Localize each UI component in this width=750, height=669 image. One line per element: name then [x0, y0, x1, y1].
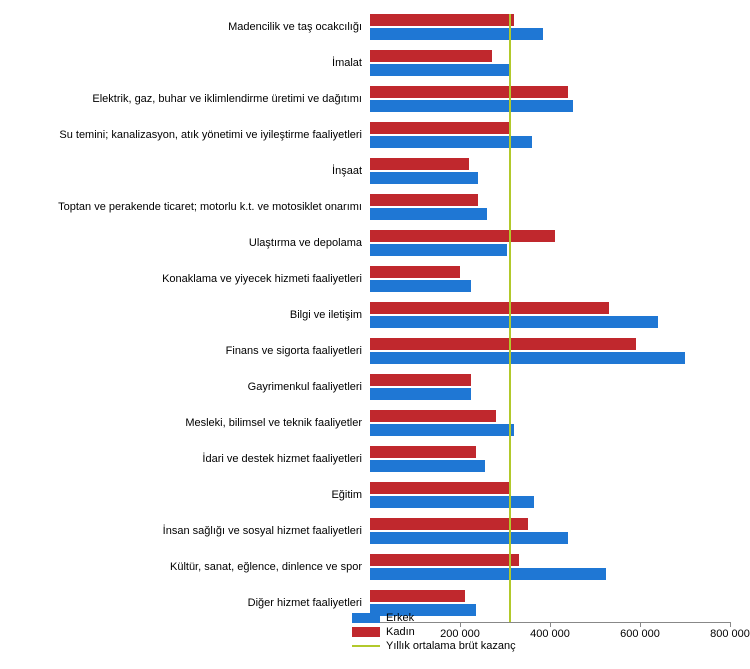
chart-legend: Erkek Kadın Yıllık ortalama brüt kazanç: [352, 612, 516, 654]
y-axis-category-label: Elektrik, gaz, buhar ve iklimlendirme ür…: [92, 93, 362, 105]
bar-erkek: [370, 64, 510, 76]
bar-erkek: [370, 208, 487, 220]
bar-kadin: [370, 410, 496, 422]
x-axis-tick: [640, 622, 641, 627]
bar-kadin: [370, 86, 568, 98]
y-axis-category-label: Su temini; kanalizasyon, atık yönetimi v…: [59, 129, 362, 141]
bar-erkek: [370, 244, 507, 256]
bar-erkek: [370, 424, 514, 436]
bar-kadin: [370, 446, 476, 458]
legend-item: Erkek: [352, 612, 516, 624]
bar-kadin: [370, 194, 478, 206]
x-axis-tick-label: 800 000: [710, 628, 750, 640]
y-axis-category-label: Diğer hizmet faaliyetleri: [248, 597, 362, 609]
y-axis-category-label: Toptan ve perakende ticaret; motorlu k.t…: [58, 201, 362, 213]
bar-kadin: [370, 230, 555, 242]
bar-kadin: [370, 374, 471, 386]
bar-kadin: [370, 338, 636, 350]
bar-kadin: [370, 266, 460, 278]
bar-kadin: [370, 590, 465, 602]
bar-kadin: [370, 554, 519, 566]
bar-erkek: [370, 28, 543, 40]
bar-kadin: [370, 482, 510, 494]
legend-swatch: [352, 613, 380, 623]
bar-erkek: [370, 352, 685, 364]
y-axis-category-label: İdari ve destek hizmet faaliyetleri: [202, 453, 362, 465]
bar-erkek: [370, 316, 658, 328]
y-axis-category-label: İmalat: [332, 57, 362, 69]
legend-label: Kadın: [386, 626, 415, 638]
y-axis-category-label: İnsan sağlığı ve sosyal hizmet faaliyetl…: [163, 525, 362, 537]
y-axis-category-label: Kültür, sanat, eğlence, dinlence ve spor: [170, 561, 362, 573]
y-axis-category-label: Gayrimenkul faaliyetleri: [248, 381, 362, 393]
legend-label: Yıllık ortalama brüt kazanç: [386, 640, 516, 652]
bar-erkek: [370, 532, 568, 544]
bar-kadin: [370, 50, 492, 62]
y-axis-labels: Madencilik ve taş ocakcılığı İmalat Elektr…: [0, 14, 362, 590]
y-axis-category-label: Konaklama ve yiyecek hizmeti faaliyetler…: [162, 273, 362, 285]
bar-erkek: [370, 568, 606, 580]
legend-item: Kadın: [352, 626, 516, 638]
chart-container: Madencilik ve taş ocakcılığı İmalat Elektr…: [0, 0, 750, 669]
average-reference-line: [509, 14, 511, 622]
y-axis-category-label: Mesleki, bilimsel ve teknik faaliyetler: [185, 417, 362, 429]
bar-erkek: [370, 460, 485, 472]
plot-area: [370, 14, 730, 590]
y-axis-category-label: İnşaat: [332, 165, 362, 177]
bar-erkek: [370, 388, 471, 400]
x-axis-tick-label: 600 000: [620, 628, 660, 640]
bar-kadin: [370, 302, 609, 314]
legend-label: Erkek: [386, 612, 414, 624]
bar-erkek: [370, 172, 478, 184]
bar-kadin: [370, 518, 528, 530]
y-axis-category-label: Finans ve sigorta faaliyetleri: [226, 345, 362, 357]
bar-erkek: [370, 100, 573, 112]
x-axis-tick: [730, 622, 731, 627]
y-axis-category-label: Madencilik ve taş ocakcılığı: [228, 21, 362, 33]
y-axis-category-label: Eğitim: [331, 489, 362, 501]
legend-item: Yıllık ortalama brüt kazanç: [352, 640, 516, 652]
bar-kadin: [370, 158, 469, 170]
bar-erkek: [370, 280, 471, 292]
legend-line-icon: [352, 645, 380, 647]
y-axis-category-label: Ulaştırma ve depolama: [249, 237, 362, 249]
x-axis-tick-label: 400 000: [530, 628, 570, 640]
legend-swatch: [352, 627, 380, 637]
y-axis-category-label: Bilgi ve iletişim: [290, 309, 362, 321]
x-axis-tick: [550, 622, 551, 627]
bar-kadin: [370, 14, 514, 26]
bar-kadin: [370, 122, 510, 134]
